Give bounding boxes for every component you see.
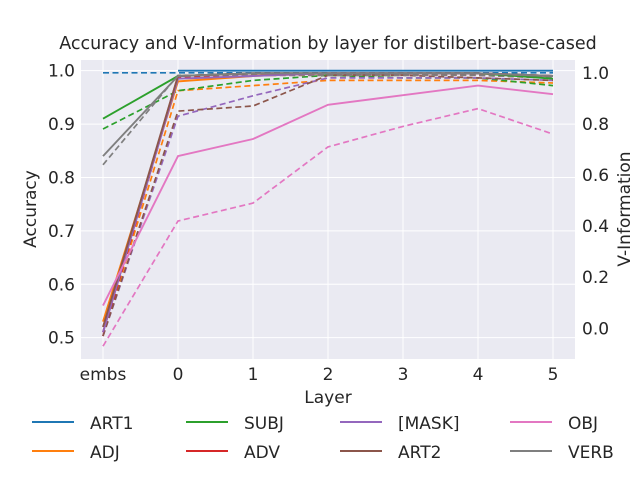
x-tick-label: 0 [173,365,184,385]
x-tick-label: 5 [548,365,559,385]
legend-item: ART1 [32,414,133,434]
legend-label: ART2 [398,443,441,463]
accuracy-line-obj [102,84,554,307]
y-tick-label: 0.8 [48,168,75,188]
y2-tick-label: 0.6 [582,166,609,186]
legend-label: SUBJ [244,414,284,434]
x-axis-label: Layer [304,388,351,408]
x-tick-label: 4 [473,365,484,385]
legend-item: OBJ [510,414,598,434]
y-tick-label: 0.9 [48,115,75,135]
series-lines [102,69,554,347]
y2-tick-label: 0.2 [582,268,609,288]
accuracy-line-verb [102,72,554,157]
legend-item: ADV [186,443,280,463]
legend-label: ADJ [90,443,120,463]
x-tick-label: embs [80,365,127,385]
x-tick-label: 2 [323,365,334,385]
axes: embs 0 1 2 3 4 5 0.5 0.6 0.7 0.8 0.9 1.0 0.0 0.2 0.4 0.6… [48,62,609,385]
legend-item: ADJ [32,443,120,463]
legend-label: VERB [568,443,614,463]
grid [81,60,575,359]
y2-axis-label: V-Information [615,151,635,266]
x-tick-label: 1 [248,365,259,385]
vinfo-line-adj [102,79,554,337]
legend-item: [MASK] [340,414,460,434]
y2-tick-label: 1.0 [582,64,609,84]
legend-label: ART1 [90,414,133,434]
legend-label: ADV [244,443,280,463]
legend-item: ART2 [340,443,441,463]
chart-title: Accuracy and V-Information by layer for … [59,34,596,54]
x-tick-label: 3 [398,365,409,385]
y2-tick-label: 0.0 [582,319,609,339]
y2-tick-label: 0.4 [582,217,609,237]
legend-item: SUBJ [186,414,284,434]
y-axis-label: Accuracy [21,170,41,248]
legend-label: [MASK] [398,414,460,434]
y-tick-label: 0.6 [48,275,75,295]
y-tick-label: 0.5 [48,329,75,349]
y-tick-label: 1.0 [48,62,75,82]
legend-label: OBJ [568,414,598,434]
y-tick-label: 0.7 [48,222,75,242]
y2-tick-label: 0.8 [582,115,609,135]
vinfo-line-obj [102,107,554,347]
legend-item: VERB [510,443,614,463]
legend: ART1 ADJ SUBJ ADV [MASK] ART2 OBJ VERB [32,414,614,463]
